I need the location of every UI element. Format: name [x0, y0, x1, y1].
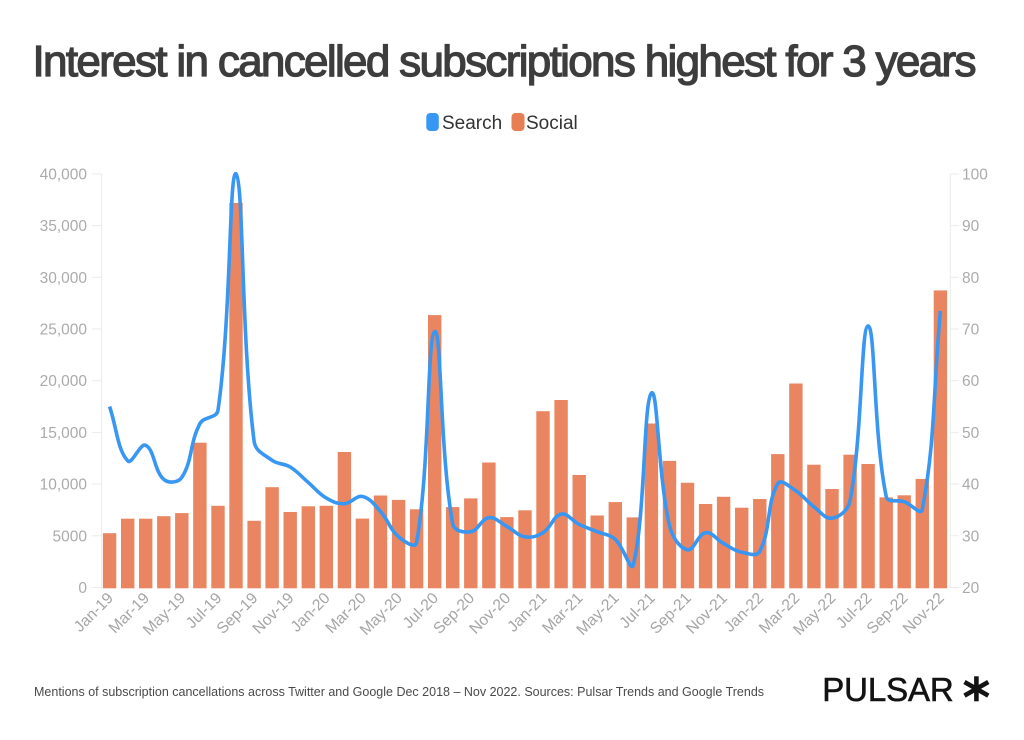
- svg-text:Social: Social: [526, 113, 578, 134]
- svg-text:80: 80: [962, 270, 980, 287]
- svg-text:0: 0: [78, 580, 87, 597]
- svg-text:40: 40: [962, 477, 980, 494]
- svg-text:10,000: 10,000: [40, 477, 88, 494]
- svg-text:PULSAR: PULSAR: [822, 671, 954, 708]
- svg-text:40,000: 40,000: [40, 166, 88, 183]
- svg-text:Search: Search: [442, 113, 502, 134]
- svg-text:30: 30: [962, 528, 980, 545]
- svg-text:15,000: 15,000: [40, 425, 88, 442]
- svg-text:50: 50: [962, 425, 980, 442]
- svg-text:70: 70: [962, 322, 980, 339]
- svg-text:Interest in cancelled subscrip: Interest in cancelled subscriptions high…: [33, 37, 977, 86]
- svg-text:20,000: 20,000: [40, 373, 88, 390]
- svg-text:60: 60: [962, 373, 980, 390]
- svg-text:5000: 5000: [53, 528, 88, 545]
- svg-text:25,000: 25,000: [40, 322, 88, 339]
- svg-text:20: 20: [962, 580, 980, 597]
- svg-text:100: 100: [962, 166, 988, 183]
- svg-text:35,000: 35,000: [40, 218, 88, 235]
- svg-text:Mentions of subscription cance: Mentions of subscription cancellations a…: [34, 685, 764, 699]
- svg-text:90: 90: [962, 218, 980, 235]
- svg-text:30,000: 30,000: [40, 270, 88, 287]
